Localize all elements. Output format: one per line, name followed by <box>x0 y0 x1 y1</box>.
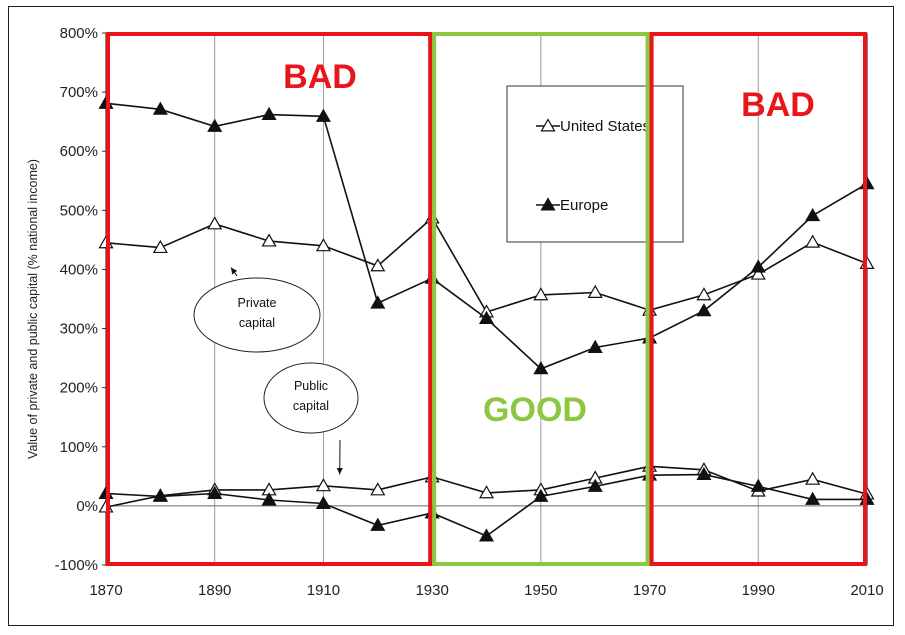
x-tick-label: 1870 <box>89 582 122 599</box>
x-tick-label: 1990 <box>742 582 775 599</box>
annotations: Private capital Public capital <box>193 267 359 475</box>
legend: United States Europe <box>506 85 684 243</box>
y-axis-label: Value of private and public capital (% n… <box>26 159 40 459</box>
data-point-marker <box>587 339 603 353</box>
y-tick-label: 800% <box>60 25 98 42</box>
annotation-ellipse <box>193 277 321 353</box>
data-point-marker <box>696 303 712 317</box>
data-point-marker <box>261 106 277 121</box>
annotation-arrowhead <box>336 468 343 475</box>
y-tick-label: 500% <box>60 202 98 219</box>
legend-label: United States <box>560 118 650 135</box>
data-point-marker <box>152 239 168 254</box>
data-point-marker <box>750 266 766 280</box>
zone-label: BAD <box>283 58 357 96</box>
data-point-marker <box>859 176 875 190</box>
y-tick-label: 100% <box>60 439 98 456</box>
tick-labels: -100% 0% 100% 200% 300% 400% 500% 600% 700% 800% 1… <box>55 25 884 599</box>
y-tick-label: 400% <box>60 261 98 278</box>
legend-box <box>506 85 684 243</box>
annotation-text: Private <box>238 296 277 310</box>
data-point-marker <box>370 517 386 531</box>
zone-label: GOOD <box>483 391 587 429</box>
zone-label: BAD <box>741 86 815 124</box>
data-point-marker <box>478 310 495 324</box>
zone-good-1930-1970: GOOD <box>432 32 650 566</box>
legend-marker <box>540 197 556 211</box>
data-point-marker <box>805 207 821 222</box>
data-point-marker <box>152 488 168 502</box>
data-point-marker <box>261 492 277 506</box>
data-point-marker <box>152 101 168 115</box>
annotation-text: capital <box>293 399 329 413</box>
data-point-marker <box>533 287 549 301</box>
data-point-marker <box>587 478 603 492</box>
annotation-text: capital <box>239 316 275 330</box>
data-point-marker <box>315 238 331 252</box>
zone-box <box>432 32 650 566</box>
annotation-arrowhead <box>231 267 238 275</box>
data-point-marker <box>642 330 658 344</box>
data-point-marker <box>207 118 223 132</box>
data-point-marker <box>370 258 386 272</box>
x-tick-label: 1930 <box>415 582 448 599</box>
zone-bad-1970-2010: BAD <box>649 32 867 566</box>
data-point-marker <box>587 284 603 298</box>
data-point-marker <box>478 528 495 542</box>
data-point-marker <box>805 471 821 485</box>
annotation-ellipse <box>263 362 359 434</box>
data-point-marker <box>805 234 821 248</box>
data-point-marker <box>859 255 875 270</box>
data-point-marker <box>696 466 712 481</box>
y-tick-label: 300% <box>60 321 98 338</box>
data-point-marker <box>207 485 223 499</box>
y-tick-label: 600% <box>60 143 98 160</box>
y-tick-label: 200% <box>60 380 98 397</box>
data-point-marker <box>370 482 386 496</box>
data-point-marker <box>750 259 766 273</box>
zone-bad-1870-1930: BAD <box>106 32 433 566</box>
zones: BAD GOOD BAD <box>106 32 867 566</box>
y-tick-label: -100% <box>55 557 98 574</box>
x-tick-label: 1910 <box>307 582 340 599</box>
zone-box <box>649 32 867 566</box>
data-point-marker <box>750 478 766 492</box>
x-tick-label: 1950 <box>524 582 557 599</box>
annotation-text: Public <box>294 379 328 393</box>
legend-label: Europe <box>560 197 608 214</box>
data-point-marker <box>370 295 386 309</box>
x-tick-label: 1890 <box>198 582 231 599</box>
data-point-marker <box>315 478 331 492</box>
x-tick-label: 2010 <box>850 582 883 599</box>
data-point-marker <box>533 361 549 375</box>
data-point-marker <box>533 488 549 502</box>
data-point-marker <box>696 287 712 301</box>
data-point-marker <box>261 233 277 247</box>
series-public-europe <box>98 466 875 542</box>
x-tick-label: 1970 <box>633 582 666 599</box>
zone-box <box>106 32 433 566</box>
data-point-marker <box>315 108 331 122</box>
data-point-marker <box>478 485 495 499</box>
annotation-private-capital: Private capital <box>193 267 321 353</box>
data-point-marker <box>805 491 821 505</box>
data-point-marker <box>315 495 331 509</box>
series-line <box>105 473 867 537</box>
y-tick-label: 0% <box>76 498 98 515</box>
legend-marker <box>540 118 556 132</box>
annotation-public-capital: Public capital <box>263 362 359 475</box>
y-tick-label: 700% <box>60 84 98 101</box>
data-point-marker <box>207 216 223 230</box>
